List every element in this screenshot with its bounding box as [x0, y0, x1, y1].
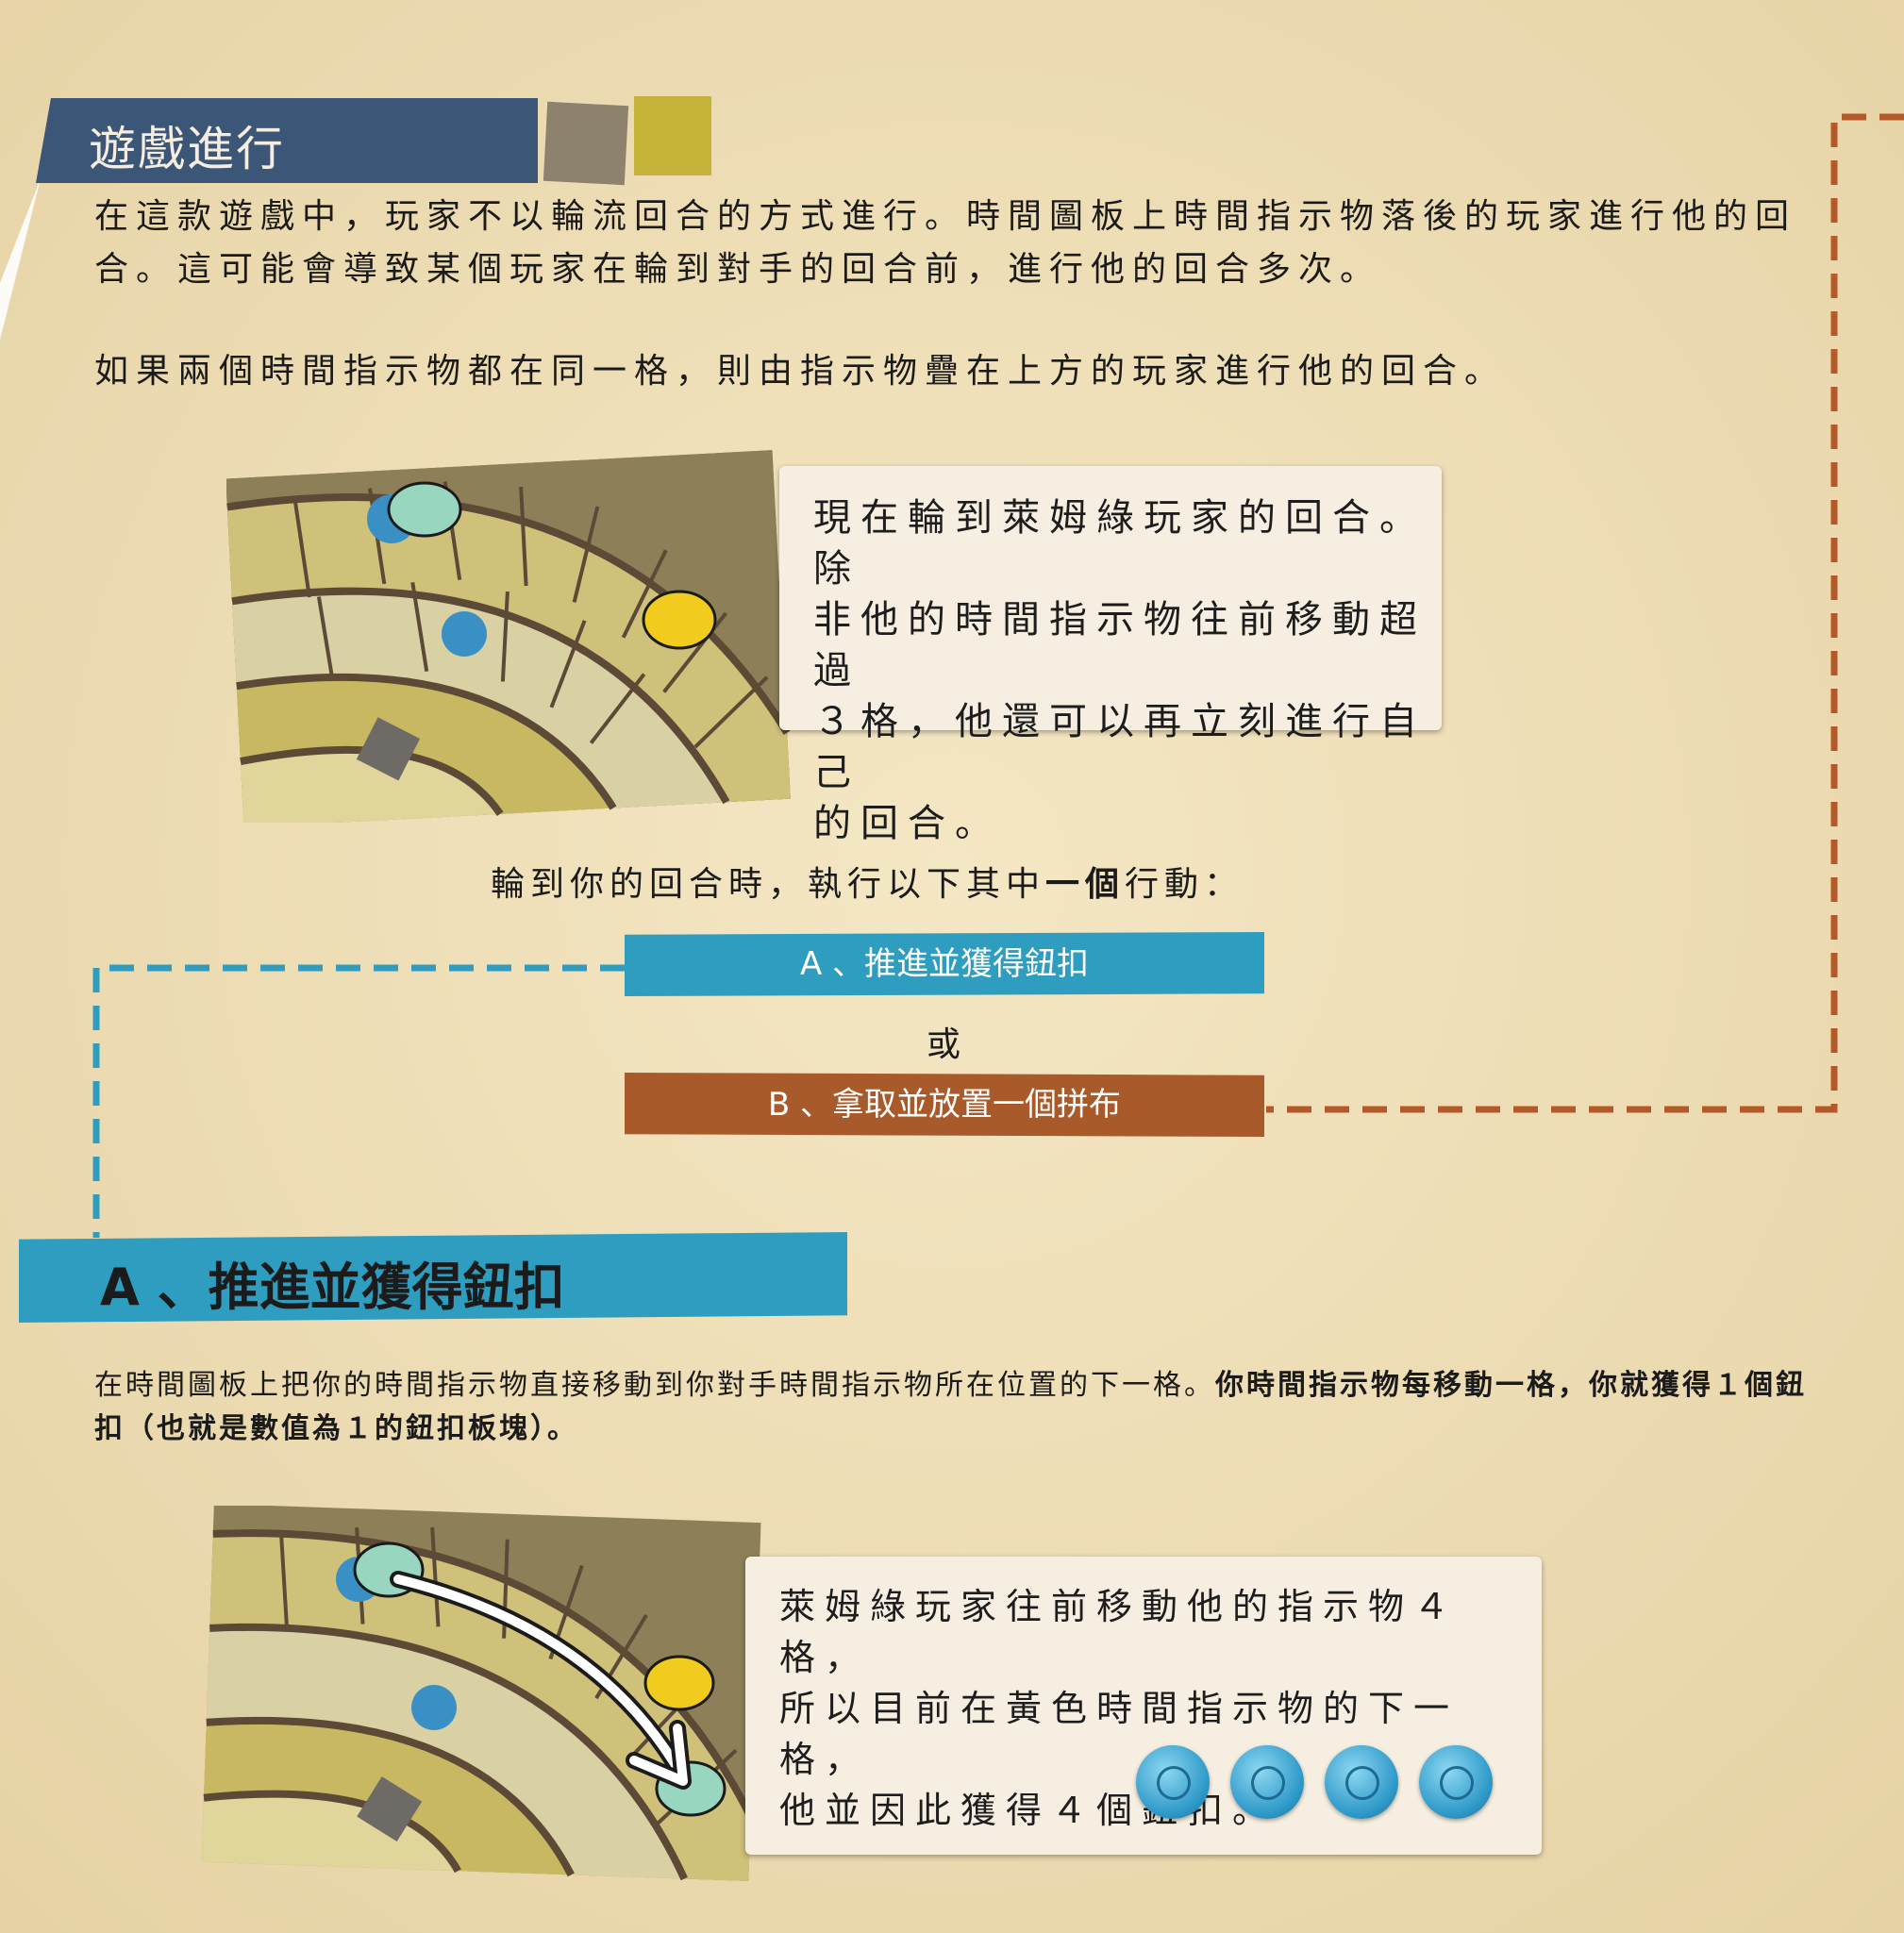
example1-callout: 現在輪到萊姆綠玩家的回合。除 非他的時間指示物往前移動超過 ３格，他還可以再立刻… — [779, 466, 1442, 845]
action-a-text-normal: 在時間圖板上把你的時間指示物直接移動到你對手時間指示物所在位置的下一格。 — [94, 1369, 1215, 1402]
turn-prompt-end: 行動： — [1125, 865, 1244, 904]
option-b-label: B 、拿取並放置一個拼布 — [767, 1086, 1122, 1124]
turn-prompt: 輪到你的回合時，執行以下其中一個行動： — [491, 857, 1244, 906]
intro-paragraph: 在這款遊戲中，玩家不以輪流回合的方式進行。時間圖板上時間指示物落後的玩家進行他的… — [94, 197, 1797, 289]
decor-swatch-yellow — [634, 96, 711, 175]
example2-caption: 萊姆綠玩家往前移動他的指示物４格， 所以目前在黃色時間指示物的下一格， 他並因此… — [779, 1586, 1460, 1831]
action-a-text-bold: 你時間指示物每移動一格，你就獲得１個鈕扣（也就是數值為１的鈕扣板塊）。 — [94, 1369, 1807, 1445]
time-board-image-1 — [226, 450, 791, 823]
example1-caption: 現在輪到萊姆綠玩家的回合。除 非他的時間指示物往前移動超過 ３格，他還可以再立刻… — [813, 496, 1427, 845]
example2-callout: 萊姆綠玩家往前移動他的指示物４格， 所以目前在黃色時間指示物的下一格， 他並因此… — [745, 1557, 1542, 1855]
button-icon — [1325, 1745, 1398, 1819]
button-icon — [1230, 1745, 1304, 1819]
turn-prompt-bold: 一個 — [1045, 865, 1126, 904]
action-a-header: A 、推進並獲得鈕扣 — [19, 1232, 847, 1323]
button-icon — [1419, 1745, 1493, 1819]
button-reward-row — [1136, 1745, 1513, 1830]
action-a-description: 在時間圖板上把你的時間指示物直接移動到你對手時間指示物所在位置的下一格。你時間指… — [94, 1364, 1812, 1451]
option-a-bar[interactable]: A 、推進並獲得鈕扣 — [625, 932, 1264, 996]
turn-prompt-start: 輪到你的回合時，執行以下其中 — [491, 865, 1046, 904]
button-icon — [1136, 1745, 1210, 1819]
option-b-bar[interactable]: B 、拿取並放置一個拼布 — [625, 1073, 1264, 1137]
section-title: 遊戲進行 — [89, 122, 285, 176]
action-a-header-label: A 、推進並獲得鈕扣 — [100, 1258, 565, 1317]
time-board-image-2 — [201, 1506, 761, 1881]
option-a-label: A 、推進並獲得鈕扣 — [799, 945, 1090, 983]
decor-swatch-gray — [543, 101, 629, 186]
section-title-banner: 遊戲進行 — [36, 98, 538, 183]
or-label: 或 — [927, 1025, 961, 1064]
tie-rule-paragraph: 如果兩個時間指示物都在同一格，則由指示物疊在上方的玩家進行他的回合。 — [94, 352, 1507, 391]
